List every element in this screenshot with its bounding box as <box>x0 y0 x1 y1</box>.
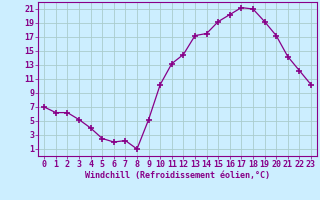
X-axis label: Windchill (Refroidissement éolien,°C): Windchill (Refroidissement éolien,°C) <box>85 171 270 180</box>
